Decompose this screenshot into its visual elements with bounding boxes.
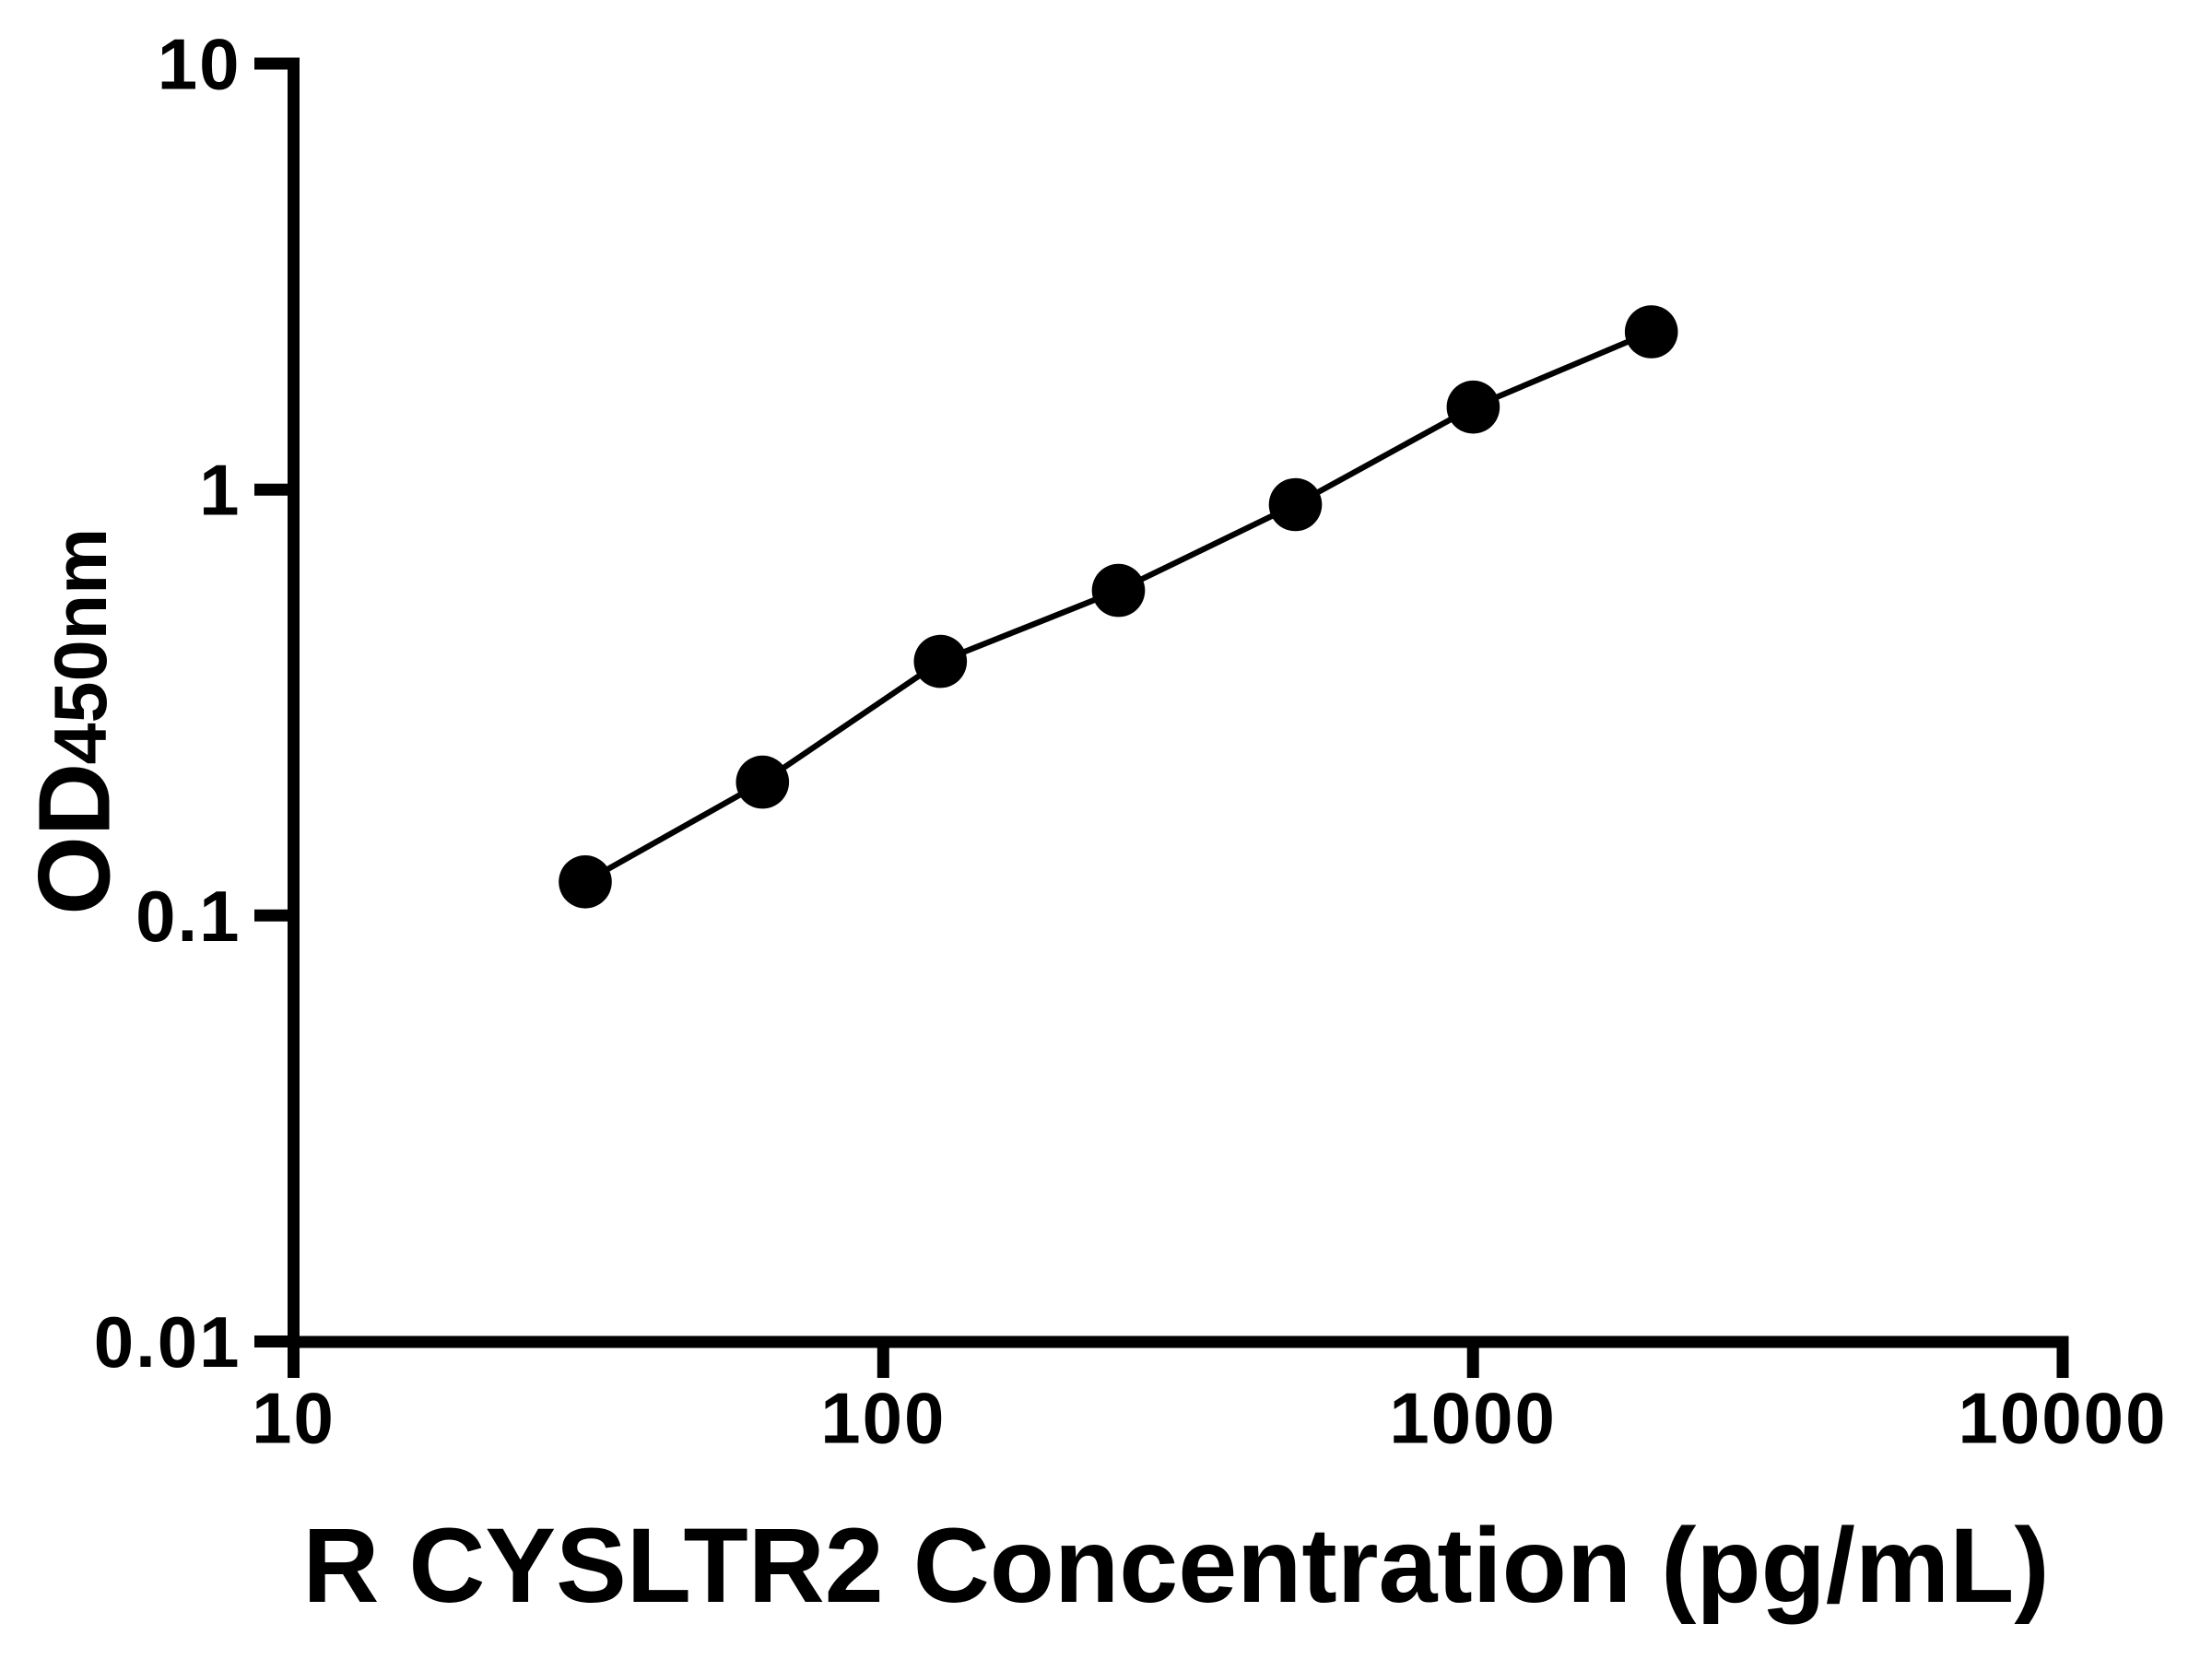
svg-text:1: 1 — [199, 450, 241, 531]
svg-text:450nm: 450nm — [40, 528, 123, 765]
svg-text:0.01: 0.01 — [94, 1301, 241, 1382]
svg-text:1000: 1000 — [1389, 1378, 1557, 1459]
svg-text:10: 10 — [252, 1378, 335, 1459]
svg-text:R CYSLTR2 Concentration (pg/mL: R CYSLTR2 Concentration (pg/mL) — [302, 1507, 2049, 1625]
svg-text:OD: OD — [18, 763, 132, 915]
svg-text:10000: 10000 — [1959, 1378, 2168, 1459]
svg-text:10: 10 — [158, 24, 241, 105]
svg-text:0.1: 0.1 — [135, 876, 241, 957]
svg-text:100: 100 — [820, 1378, 946, 1459]
